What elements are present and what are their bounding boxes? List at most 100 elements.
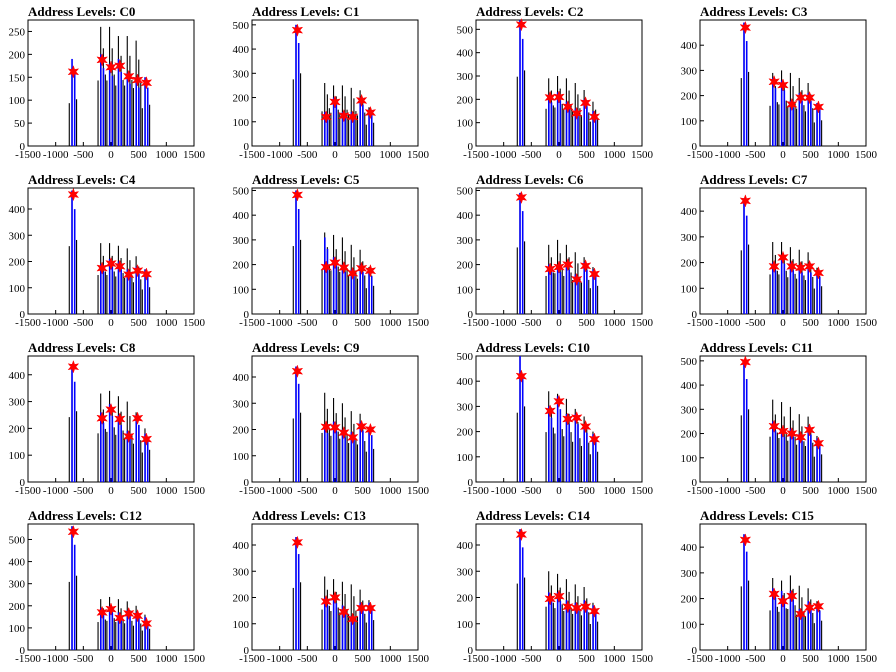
- bar-black: [292, 246, 294, 314]
- chart-svg: 0 100 200 300 400 -1500 -1000 -500 0 500 1000 1500: [233, 355, 430, 497]
- bar-blue: [108, 63, 111, 147]
- y-tick-label: 400: [681, 40, 698, 52]
- bar-black: [552, 105, 554, 146]
- x-tick-label: -1000: [267, 317, 293, 329]
- x-tick-label: -1500: [15, 149, 41, 161]
- chart-panel-15: Address Levels: C15 0 100 200 300 400 -1500 -10…: [672, 504, 896, 672]
- axes-frame: [27, 19, 195, 147]
- bar-blue: [362, 609, 364, 650]
- y-tick-label: 400: [9, 204, 26, 216]
- x-tick-label: 500: [354, 485, 371, 497]
- y-tick-label: 100: [457, 619, 474, 631]
- bar-blue: [295, 537, 297, 650]
- bar-blue: [362, 104, 364, 146]
- peak-marker: [346, 110, 359, 124]
- peak-marker: [768, 74, 780, 89]
- bar-blue: [774, 430, 777, 482]
- bar-black: [787, 608, 789, 650]
- bar-blue: [810, 434, 812, 482]
- bar-black: [563, 275, 565, 314]
- bar-black: [804, 446, 807, 482]
- y-tick-label: 200: [233, 93, 250, 105]
- x-tick-label: 1000: [603, 149, 626, 161]
- bar-black: [115, 434, 117, 482]
- bar-blue: [801, 615, 803, 650]
- bar-blue: [594, 612, 597, 650]
- bar-blue: [120, 425, 122, 482]
- x-tick-label: -1000: [715, 653, 741, 665]
- bar-blue: [144, 269, 146, 314]
- peak-marker: [562, 257, 574, 272]
- bar-black: [132, 625, 135, 650]
- bar-black: [572, 280, 574, 314]
- y-tick-label: 0: [468, 645, 474, 657]
- x-tick-label: 1000: [379, 485, 402, 497]
- bar-blue: [135, 266, 138, 314]
- bar-black: [131, 274, 133, 314]
- bar-black: [776, 606, 778, 650]
- bar-blue: [745, 379, 748, 482]
- x-tick-label: -500: [521, 485, 542, 497]
- peak-marker: [544, 592, 556, 606]
- peak-marker: [562, 599, 574, 614]
- x-tick-label: 0: [780, 317, 786, 329]
- bar-blue: [297, 554, 300, 650]
- peak-marker: [67, 65, 80, 79]
- chart-svg: 0 50 100 150 200 250 -1500 -1000 -500 0 500 1000 150…: [9, 19, 206, 161]
- bar-black: [76, 575, 78, 650]
- bar-blue: [798, 265, 801, 314]
- bar-black: [589, 288, 591, 314]
- bar-blue: [774, 597, 777, 650]
- bar-blue: [548, 406, 550, 482]
- bar-black: [330, 270, 332, 314]
- peak-marker: [96, 605, 108, 620]
- bar-black: [580, 445, 583, 482]
- bar-black: [776, 270, 778, 314]
- peak-marker: [122, 69, 135, 84]
- bar-blue: [565, 262, 568, 314]
- bar-black: [796, 444, 798, 482]
- peak-marker: [786, 426, 798, 441]
- y-tick-label: 400: [233, 210, 250, 222]
- axes-frame: [475, 187, 643, 315]
- y-tick-label: 0: [244, 141, 250, 153]
- bar-black: [554, 608, 556, 650]
- bar-blue: [586, 607, 588, 650]
- x-tick-label: -500: [521, 149, 542, 161]
- bar-black: [748, 71, 750, 146]
- bar-black: [140, 279, 142, 314]
- x-tick-label: -1000: [267, 485, 293, 497]
- y-tick-label: 300: [681, 65, 698, 77]
- bar-black: [300, 239, 302, 314]
- bar-blue: [111, 267, 114, 314]
- bar-black: [597, 451, 599, 482]
- bar-black: [588, 279, 590, 314]
- bar-blue: [745, 41, 748, 146]
- bar-black: [68, 417, 70, 482]
- bar-blue: [521, 38, 524, 146]
- bar-black: [570, 105, 572, 146]
- bar-black: [346, 268, 348, 314]
- x-tick-label: -1000: [267, 149, 293, 161]
- peak-marker: [338, 425, 350, 440]
- bar-black: [373, 122, 375, 146]
- bar-black: [812, 108, 814, 146]
- bar-black: [373, 620, 375, 650]
- x-tick-label: -1500: [463, 485, 489, 497]
- bar-blue: [818, 276, 821, 314]
- bar-black: [545, 432, 547, 482]
- chart-title: Address Levels: C7: [700, 172, 808, 187]
- x-tick-label: 1500: [407, 653, 430, 665]
- chart-panel-10: Address Levels: C10 0 100 200 300 400 500 -1500…: [448, 336, 672, 504]
- bar-black: [796, 278, 798, 314]
- y-tick-label: 150: [9, 72, 26, 84]
- bar-blue: [326, 117, 329, 146]
- bar-blue: [559, 272, 562, 314]
- peak-marker: [739, 533, 752, 547]
- bar-black: [76, 411, 78, 482]
- x-tick-label: 0: [780, 485, 786, 497]
- bar-black: [292, 418, 294, 482]
- chart-panel-4: Address Levels: C4 0 100 200 300 400 -1500 -100…: [0, 168, 224, 336]
- bar-blue: [359, 264, 362, 314]
- y-tick-label: 300: [233, 68, 250, 80]
